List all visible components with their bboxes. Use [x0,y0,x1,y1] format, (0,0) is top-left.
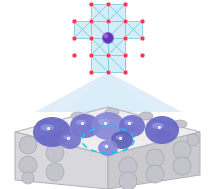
Ellipse shape [146,149,164,167]
Ellipse shape [119,172,137,189]
Polygon shape [15,107,200,155]
Ellipse shape [173,120,187,128]
Ellipse shape [73,109,143,127]
Ellipse shape [173,157,191,175]
Ellipse shape [76,120,86,125]
Ellipse shape [63,135,71,139]
Polygon shape [91,55,108,72]
Ellipse shape [70,114,100,138]
Ellipse shape [37,120,51,128]
Ellipse shape [122,124,136,132]
Ellipse shape [19,136,37,154]
Ellipse shape [125,127,139,132]
Ellipse shape [46,144,64,162]
Polygon shape [108,21,125,38]
Polygon shape [35,72,182,112]
Polygon shape [108,38,125,55]
Polygon shape [65,72,152,112]
Polygon shape [108,132,200,189]
Ellipse shape [19,156,37,174]
Ellipse shape [98,119,110,125]
Polygon shape [91,21,108,38]
Polygon shape [108,55,125,72]
Ellipse shape [146,165,164,183]
Ellipse shape [77,127,93,132]
Polygon shape [74,21,91,38]
Ellipse shape [173,141,191,159]
Ellipse shape [152,123,164,129]
Ellipse shape [33,117,71,147]
Polygon shape [91,4,108,21]
Ellipse shape [88,124,102,132]
Ellipse shape [22,172,34,184]
Ellipse shape [71,112,85,120]
Ellipse shape [187,134,199,146]
Ellipse shape [116,141,128,145]
Ellipse shape [156,131,170,139]
Polygon shape [125,21,142,38]
Polygon shape [91,38,108,55]
Ellipse shape [103,149,114,152]
Ellipse shape [99,127,117,133]
Ellipse shape [145,116,179,144]
Ellipse shape [98,140,118,156]
Ellipse shape [104,34,108,38]
Ellipse shape [103,33,114,43]
Ellipse shape [139,112,153,120]
Ellipse shape [54,131,68,139]
Ellipse shape [105,108,119,116]
Ellipse shape [119,115,145,137]
Polygon shape [108,4,125,21]
Polygon shape [15,132,108,189]
Ellipse shape [46,163,64,181]
Ellipse shape [115,135,123,139]
Ellipse shape [153,131,171,137]
Ellipse shape [111,131,133,149]
Ellipse shape [59,131,81,149]
Ellipse shape [124,120,133,125]
Ellipse shape [119,157,137,175]
Ellipse shape [102,144,109,147]
Ellipse shape [41,133,62,139]
Ellipse shape [91,112,125,140]
Ellipse shape [64,141,76,145]
Ellipse shape [41,124,54,131]
